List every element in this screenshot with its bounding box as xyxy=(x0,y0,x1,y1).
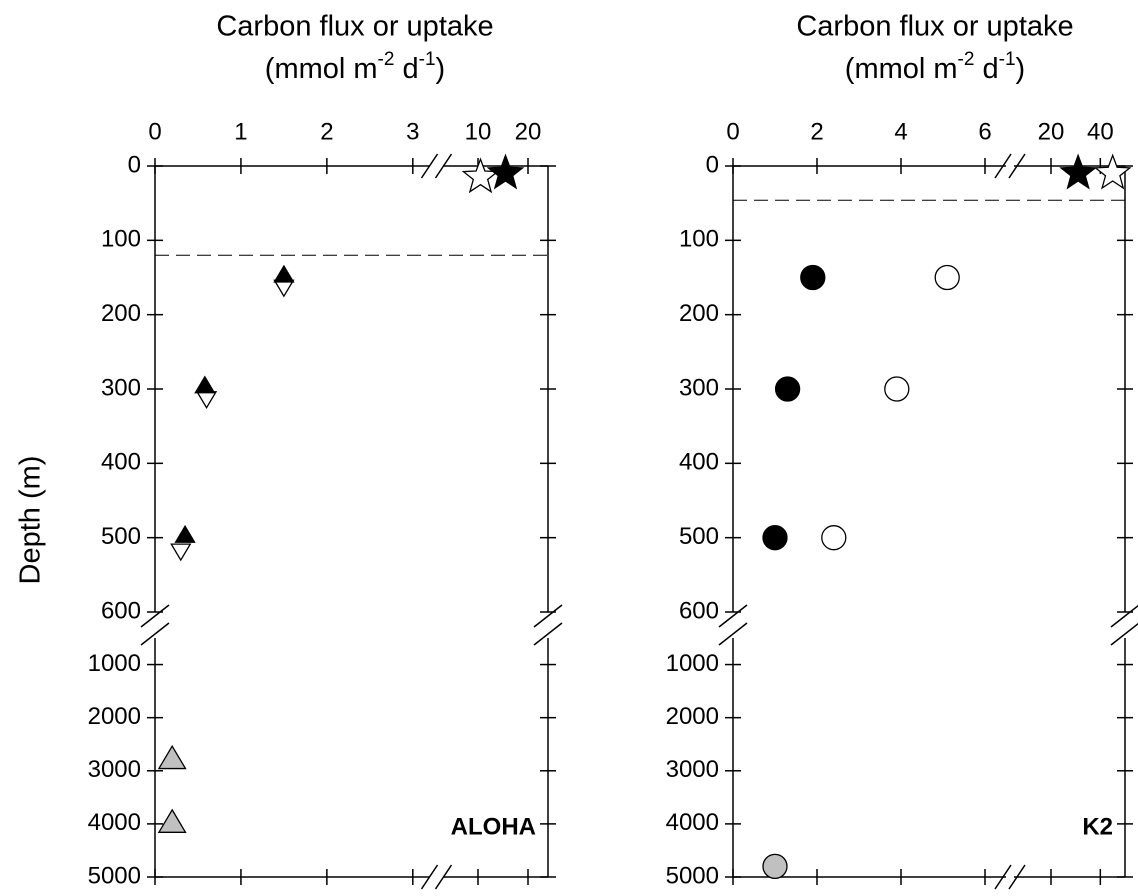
triangle-marker xyxy=(194,375,216,394)
y-tick-label: 0 xyxy=(128,151,141,178)
axis-break xyxy=(994,864,1012,890)
y-tick-label: 600 xyxy=(679,597,719,624)
y-tick-label: 2000 xyxy=(88,703,141,730)
x-tick-label: 2 xyxy=(810,118,823,145)
unit-part: d xyxy=(974,53,998,85)
circle-marker xyxy=(762,853,788,880)
axis-break xyxy=(533,604,563,628)
unit-part: (mmol m xyxy=(845,53,958,85)
y-tick-label: 3000 xyxy=(666,756,719,783)
axis-break xyxy=(140,622,170,646)
circle-marker xyxy=(774,376,801,402)
triangle-marker xyxy=(170,543,192,562)
unit-part: d xyxy=(394,53,418,85)
unit-part: -1 xyxy=(419,49,436,70)
unit-part: (mmol m xyxy=(265,53,378,85)
axis-break xyxy=(140,604,170,628)
axis-break xyxy=(1110,622,1138,646)
y-tick-label: 500 xyxy=(679,523,719,550)
triangle-marker xyxy=(273,264,295,283)
axis-break xyxy=(718,604,748,628)
axis-break xyxy=(1008,864,1026,890)
y-tick-label: 3000 xyxy=(88,756,141,783)
y-tick-label: 100 xyxy=(101,226,141,253)
unit-part: ) xyxy=(436,53,446,85)
x-tick-label: 2 xyxy=(320,118,333,145)
y-tick-label: 1000 xyxy=(666,650,719,677)
y-tick-label: 600 xyxy=(101,597,141,624)
x-axis-unit: (mmol m-2 d-1) xyxy=(265,49,445,85)
y-tick-label: 0 xyxy=(706,151,719,178)
axis-break xyxy=(420,153,439,179)
axis-break xyxy=(420,864,439,890)
x-axis-unit: (mmol m-2 d-1) xyxy=(845,49,1025,85)
unit-part: -2 xyxy=(378,49,395,70)
x-tick-label: 1 xyxy=(234,118,247,145)
x-tick-label: 0 xyxy=(148,118,161,145)
y-tick-label: 200 xyxy=(101,300,141,327)
axis-break xyxy=(434,864,453,890)
star-marker xyxy=(461,157,500,194)
y-tick-label: 4000 xyxy=(666,809,719,836)
x-tick-label: 10 xyxy=(465,118,492,145)
triangle-marker xyxy=(174,524,196,543)
y-tick-label: 500 xyxy=(101,523,141,550)
unit-part: -2 xyxy=(958,49,975,70)
y-tick-label: 200 xyxy=(679,300,719,327)
y-tick-label: 1000 xyxy=(88,650,141,677)
x-tick-label: 4 xyxy=(894,118,907,145)
x-tick-label: 40 xyxy=(1087,118,1114,145)
y-axis-title: Depth (m) xyxy=(15,456,47,585)
panel-label: K2 xyxy=(1082,813,1113,840)
circle-marker xyxy=(762,525,788,551)
unit-part: -1 xyxy=(999,49,1016,70)
star-marker xyxy=(1059,153,1098,190)
triangle-marker xyxy=(157,808,187,833)
x-tick-label: 20 xyxy=(515,118,542,145)
y-tick-label: 300 xyxy=(101,374,141,401)
circle-marker xyxy=(800,264,826,291)
y-tick-label: 5000 xyxy=(666,862,719,889)
axis-break xyxy=(1008,153,1026,179)
axis-break xyxy=(1110,604,1138,628)
x-tick-label: 3 xyxy=(406,118,419,145)
panel-label: ALOHA xyxy=(451,813,536,840)
unit-part: ) xyxy=(1016,53,1026,85)
triangle-marker xyxy=(157,744,187,770)
y-tick-label: 400 xyxy=(101,449,141,476)
y-tick-label: 2000 xyxy=(666,703,719,730)
circle-marker xyxy=(884,376,910,402)
x-tick-label: 0 xyxy=(726,118,739,145)
x-axis-title: Carbon flux or uptake xyxy=(216,11,493,43)
axis-break xyxy=(994,153,1012,179)
y-tick-label: 100 xyxy=(679,226,719,253)
y-tick-label: 4000 xyxy=(88,809,141,836)
x-tick-label: 6 xyxy=(978,118,991,145)
x-tick-label: 20 xyxy=(1038,118,1065,145)
x-axis-title: Carbon flux or uptake xyxy=(796,11,1073,43)
y-tick-label: 5000 xyxy=(88,862,141,889)
axis-break xyxy=(533,622,563,646)
circle-marker xyxy=(934,264,960,291)
y-tick-label: 300 xyxy=(679,374,719,401)
circle-marker xyxy=(821,525,847,551)
star-marker xyxy=(1093,153,1132,190)
star-marker xyxy=(486,153,525,190)
axis-break xyxy=(434,153,453,179)
axis-break xyxy=(718,622,748,646)
triangle-marker xyxy=(195,391,218,409)
y-tick-label: 400 xyxy=(679,449,719,476)
